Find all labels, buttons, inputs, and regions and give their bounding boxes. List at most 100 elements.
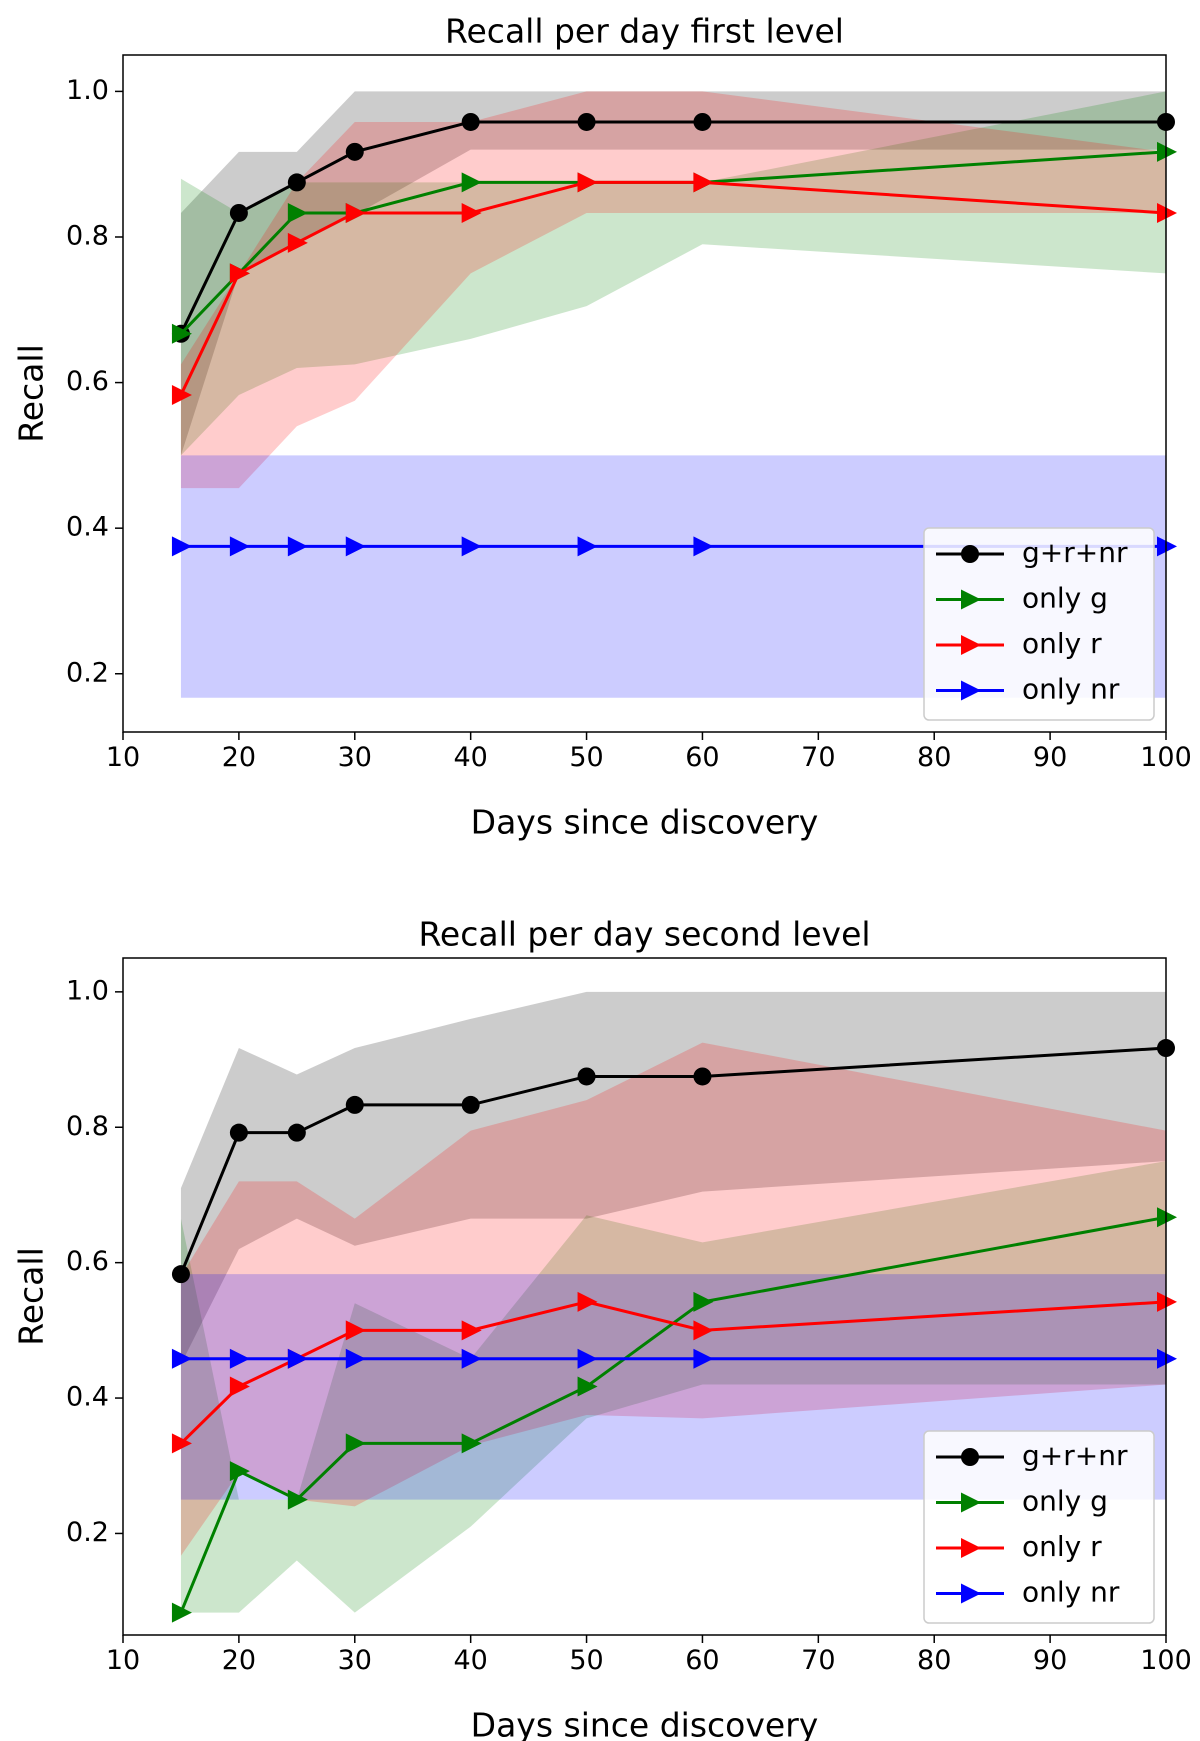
- legend-label-only-g: only g: [1022, 582, 1108, 615]
- point-only-nr: [1157, 1348, 1177, 1369]
- y-tick-label: 0.4: [66, 512, 109, 543]
- x-tick-label: 50: [569, 742, 603, 773]
- legend-marker-only-g: [961, 589, 981, 610]
- point-only-g: [1157, 1207, 1177, 1228]
- point-g-r-nr: [229, 203, 248, 222]
- plot-frame: [122, 957, 1167, 1636]
- legend-box: [923, 527, 1155, 721]
- point-only-g: [287, 202, 308, 223]
- legend-label-only-r: only r: [1022, 627, 1102, 660]
- point-g-r-nr: [345, 1095, 364, 1114]
- x-tick-label: 20: [222, 1645, 256, 1676]
- point-only-nr: [287, 536, 308, 557]
- x-tick-label: 70: [801, 1645, 835, 1676]
- x-tick-label: 40: [453, 1645, 487, 1676]
- y-tick-label: 1.0: [66, 75, 109, 106]
- legend-marker-g-r-nr: [961, 1448, 979, 1466]
- point-only-g: [461, 1433, 482, 1454]
- legend-marker-only-r: [961, 635, 981, 655]
- point-only-nr: [461, 536, 482, 557]
- y-tick-label: 1.0: [66, 975, 109, 1006]
- legend-label-g-r-nr: g+r+nr: [1022, 536, 1128, 569]
- legend-label-only-r: only r: [1022, 1530, 1102, 1563]
- y-tick-label: 0.6: [66, 1246, 109, 1277]
- y-tick-label: 0.6: [66, 366, 109, 397]
- point-only-nr: [345, 1348, 366, 1369]
- series-line-g-r-nr: [179, 120, 1166, 335]
- y-tick-label: 0.4: [66, 1382, 109, 1413]
- point-only-r: [1157, 1291, 1177, 1312]
- point-only-nr: [229, 536, 250, 557]
- x-tick-label: 30: [338, 742, 372, 773]
- point-g-r-nr: [577, 1067, 596, 1086]
- point-only-nr: [287, 1348, 308, 1369]
- legend-marker-g-r-nr: [961, 545, 979, 563]
- band-only-g: [180, 1161, 1166, 1613]
- y-axis-label: Recall: [12, 1247, 51, 1345]
- band-only-g: [180, 91, 1166, 456]
- point-g-r-nr: [345, 142, 364, 161]
- point-only-r: [693, 172, 714, 193]
- point-only-g: [461, 172, 482, 193]
- series-line-only-r: [179, 180, 1167, 396]
- x-tick-label: 10: [106, 1645, 140, 1676]
- point-only-r: [229, 1376, 250, 1397]
- x-axis-label: Days since discovery: [471, 803, 819, 842]
- point-only-nr: [577, 536, 598, 557]
- point-only-g: [577, 1376, 598, 1397]
- x-tick-label: 40: [453, 742, 487, 773]
- point-only-r: [171, 1433, 192, 1454]
- point-only-g: [1157, 141, 1177, 162]
- x-tick-label: 10: [106, 742, 140, 773]
- point-g-r-nr: [461, 1095, 480, 1114]
- x-tick-label: 50: [569, 1645, 603, 1676]
- x-tick-label: 80: [917, 742, 951, 773]
- legend-marker-only-nr: [961, 680, 981, 701]
- point-only-r: [229, 263, 250, 284]
- x-tick-label: 60: [685, 742, 719, 773]
- point-only-r: [461, 1320, 482, 1341]
- point-only-r: [345, 202, 366, 223]
- series-line-only-g: [179, 1215, 1167, 1614]
- point-g-r-nr: [693, 112, 712, 131]
- point-only-r: [577, 1291, 598, 1312]
- point-only-nr: [171, 1348, 192, 1369]
- point-only-r: [287, 232, 308, 253]
- legend-marker-only-nr: [961, 1583, 981, 1604]
- y-axis-label: Recall: [12, 344, 51, 442]
- legend-label-g-r-nr: g+r+nr: [1022, 1439, 1128, 1472]
- point-only-r: [171, 384, 192, 405]
- chart-title: Recall per day first level: [445, 12, 844, 51]
- point-only-g: [693, 1291, 714, 1312]
- band-g-r-nr: [180, 91, 1166, 456]
- point-only-g: [345, 1433, 366, 1454]
- point-g-r-nr: [287, 173, 306, 192]
- x-tick-label: 90: [1033, 1645, 1067, 1676]
- point-g-r-nr: [229, 1123, 248, 1142]
- chart-panel-1: Recall per day first level 10 20 30 40 50 60 70…: [12, 12, 1192, 842]
- band-only-r: [180, 91, 1166, 489]
- point-only-nr: [229, 1348, 250, 1369]
- x-axis-label: Days since discovery: [471, 1706, 819, 1741]
- point-only-nr: [693, 536, 714, 557]
- point-g-r-nr: [577, 112, 596, 131]
- point-only-nr: [577, 1348, 598, 1369]
- point-g-r-nr: [461, 112, 480, 131]
- legend: g+r+nr only g only r only nr: [923, 1430, 1155, 1624]
- x-tick-label: 80: [917, 1645, 951, 1676]
- point-only-g: [229, 1461, 250, 1482]
- legend-label-only-nr: only nr: [1022, 1576, 1120, 1609]
- point-g-r-nr: [693, 1067, 712, 1086]
- chart-panel-2: Recall per day second level 10 20 30 40 50 60 7…: [12, 915, 1192, 1741]
- band-only-r: [180, 1042, 1166, 1556]
- x-tick-label: 100: [1140, 1645, 1192, 1676]
- point-only-nr: [693, 1348, 714, 1369]
- chart-title: Recall per day second level: [418, 915, 870, 954]
- legend-box: [923, 1430, 1155, 1624]
- y-tick-label: 0.2: [66, 1517, 109, 1548]
- point-only-r: [461, 202, 482, 223]
- band-only-nr: [180, 455, 1166, 698]
- x-tick-label: 30: [338, 1645, 372, 1676]
- y-tick-label: 0.8: [66, 220, 109, 251]
